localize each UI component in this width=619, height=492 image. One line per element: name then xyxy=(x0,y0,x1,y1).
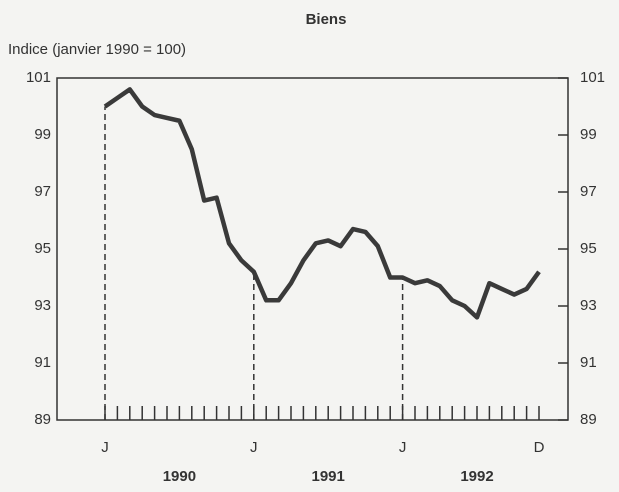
y-tick-label-right: 91 xyxy=(580,354,597,371)
year-label: 1990 xyxy=(163,468,196,485)
y-tick-label: 89 xyxy=(34,411,51,428)
x-tick-label: J xyxy=(101,439,109,456)
year-label: 1992 xyxy=(460,468,493,485)
y-tick-label-right: 99 xyxy=(580,126,597,143)
data-line xyxy=(103,87,541,320)
y-tick-label: 93 xyxy=(34,297,51,314)
y-tick-label-right: 95 xyxy=(580,240,597,257)
year-label: 1991 xyxy=(312,468,345,485)
x-tick-label: J xyxy=(399,439,407,456)
y-tick-label: 101 xyxy=(26,69,51,86)
y-tick-label-right: 93 xyxy=(580,297,597,314)
y-tick-label-right: 97 xyxy=(580,183,597,200)
y-tick-label-right: 89 xyxy=(580,411,597,428)
x-tick-label: J xyxy=(250,439,258,456)
y-tick-label-right: 101 xyxy=(580,69,605,86)
y-tick-label: 95 xyxy=(34,240,51,257)
chart-title: Biens xyxy=(306,11,347,28)
x-tick-label: D xyxy=(534,439,545,456)
y-tick-label: 97 xyxy=(34,183,51,200)
y-tick-label: 91 xyxy=(34,354,51,371)
y-tick-label: 99 xyxy=(34,126,51,143)
y-axis-label: Indice (janvier 1990 = 100) xyxy=(8,41,186,58)
